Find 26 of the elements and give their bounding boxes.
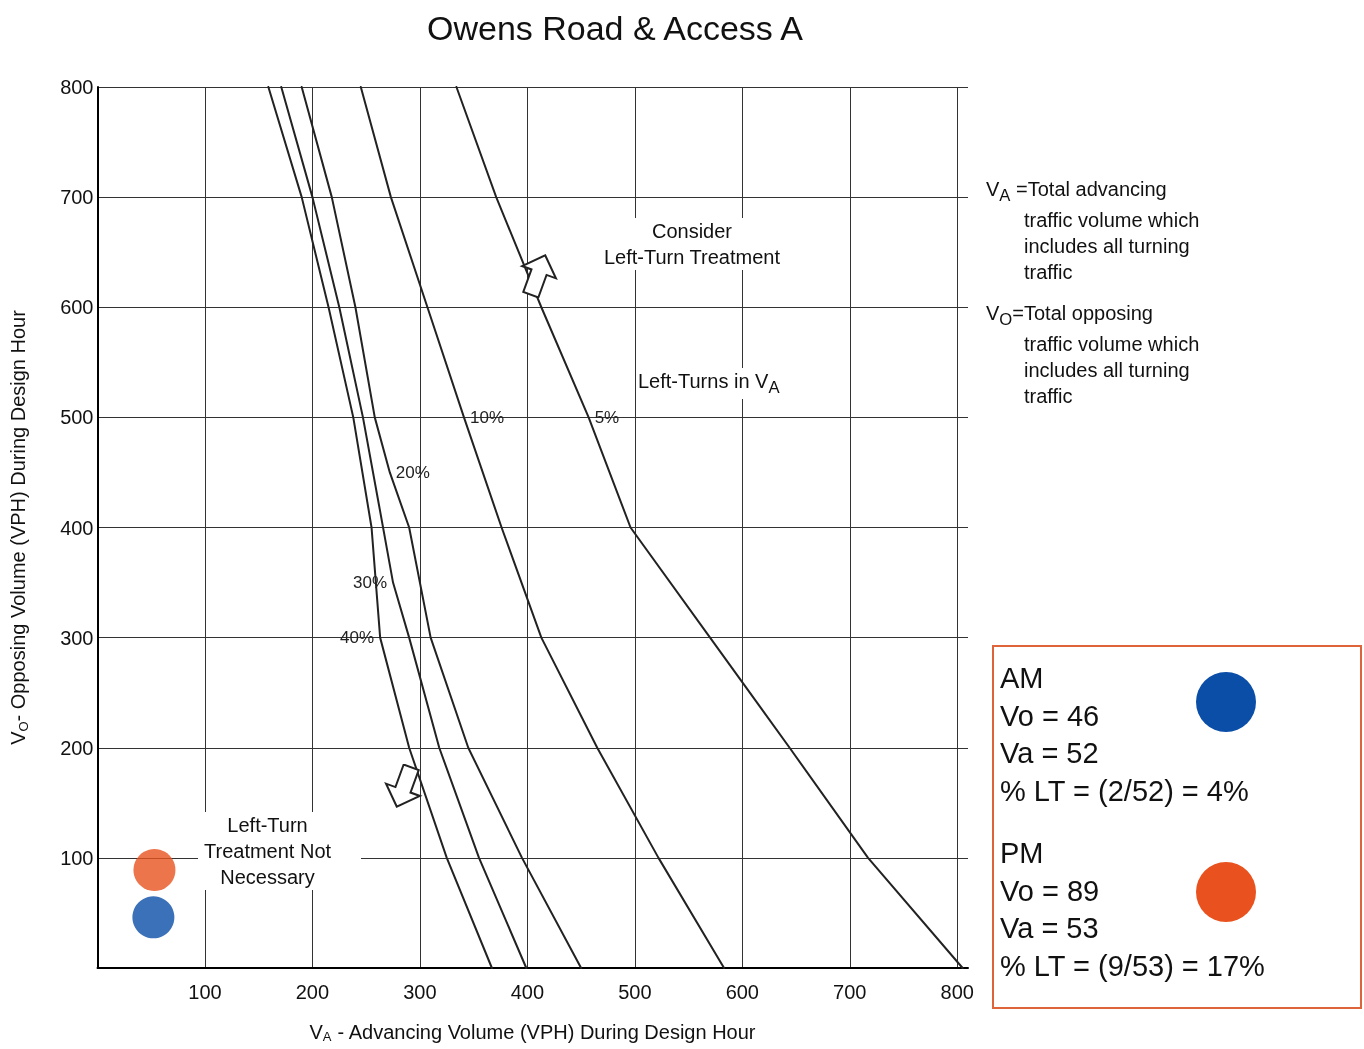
y-tick-label: 100 — [60, 846, 94, 869]
y-tick-label: 700 — [60, 186, 94, 209]
x-tick-label: 300 — [403, 981, 437, 1003]
annotation: Left-Turn Treatment Not Necessary — [198, 812, 362, 890]
text: V$_{A}$ =Total advancing traffic volume which includes all turning traffic — [986, 177, 1200, 285]
line-series — [455, 86, 964, 969]
y-tick-label: 800 — [60, 76, 94, 98]
y-tick-label: 200 — [60, 736, 94, 759]
x-tick-label: 200 — [295, 981, 330, 1003]
y-tick-label: 500 — [60, 406, 94, 429]
y-tick-label: 600 — [60, 296, 94, 319]
y-tick-label: 300 — [60, 626, 94, 649]
y-tick-label: 400 — [60, 516, 94, 539]
chart-title: Owens Road & Access A — [426, 9, 804, 47]
x-tick-label: 800 — [940, 981, 974, 1003]
x-tick-label: 100 — [188, 981, 222, 1003]
annotation: Consider Left-Turn Treatment — [602, 218, 782, 270]
x-tick-label: 400 — [510, 981, 545, 1003]
x-tick-label: 600 — [725, 981, 759, 1003]
annotation: Left-Turns in V$_{A}$ — [636, 368, 782, 399]
text: V$_{O}$=Total opposing traffic volume which includes all turning traffic — [986, 301, 1200, 409]
text: AM Vo = 46 Va = 52 % LT = (2/52) = 4% — [1000, 661, 1249, 810]
x-tick-label: 700 — [833, 981, 867, 1003]
text: PM Vo = 89 Va = 53 % LT = (9/53) = 17% — [1000, 836, 1265, 985]
y-axis-title: VO- Opposing Volume (VPH) During Design Hour — [7, 309, 31, 745]
x-tick-label: 500 — [618, 981, 652, 1003]
